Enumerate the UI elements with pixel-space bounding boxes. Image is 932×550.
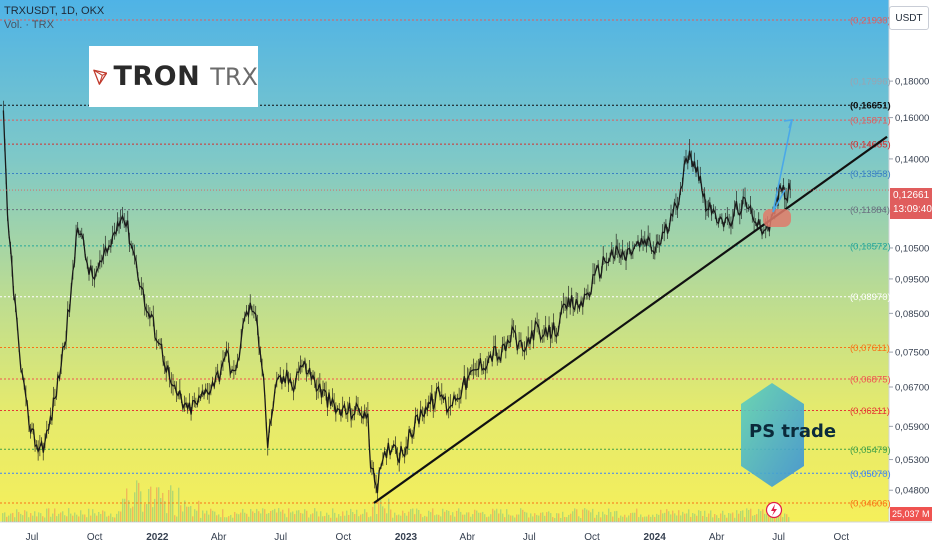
level-label-7: (0,10572): [850, 241, 891, 252]
x-tick-label-2: 2022: [146, 532, 169, 543]
y-tick-label-3: 0,10500: [895, 243, 929, 254]
level-label-3: (0,15871): [850, 116, 891, 127]
ps-trade-watermark: PS trade: [749, 421, 837, 442]
x-tick-label-3: Abr: [211, 532, 227, 543]
x-tick-label-12: Jul: [772, 532, 785, 543]
y-tick-label-7: 0,06700: [895, 383, 929, 394]
chart-legend: TRXUSDT, 1D, OKX Vol. · TRX: [4, 4, 104, 32]
x-tick-label-13: Oct: [834, 532, 850, 543]
y-tick-label-2: 0,14000: [895, 154, 929, 165]
level-label-5: (0,13358): [850, 169, 891, 180]
level-label-13: (0,05070): [850, 469, 891, 480]
y-tick-label-1: 0,16000: [895, 113, 929, 124]
last-price-tag: 0,12661 13:09:40: [890, 188, 932, 219]
support-zone-marker[interactable]: [763, 209, 791, 227]
price-axis-panel: [889, 0, 932, 550]
y-tick-label-8: 0,05900: [895, 422, 929, 433]
y-tick-label-10: 0,04800: [895, 486, 929, 497]
y-tick-label-4: 0,09500: [895, 274, 929, 285]
level-label-2: (0,16651): [850, 101, 891, 112]
price-series-line[interactable]: [2, 110, 791, 494]
x-tick-label-9: Oct: [584, 532, 600, 543]
level-label-4: (0,14685): [850, 140, 891, 151]
y-tick-label-5: 0,08500: [895, 309, 929, 320]
currency-unit-button[interactable]: USDT: [889, 6, 929, 30]
tron-logo: TRON TRX: [89, 46, 258, 107]
x-tick-label-4: Jul: [274, 532, 287, 543]
x-tick-label-7: Abr: [460, 532, 476, 543]
x-tick-label-6: 2023: [395, 532, 418, 543]
y-tick-label-0: 0,18000: [895, 77, 929, 88]
volume-label: Vol. · TRX: [4, 19, 54, 31]
y-tick-label-9: 0,05300: [895, 455, 929, 466]
x-tick-label-11: Abr: [709, 532, 725, 543]
y-tick-label-6: 0,07500: [895, 348, 929, 359]
level-label-9: (0,07611): [850, 343, 890, 354]
lightning-icon: [771, 504, 777, 516]
level-label-11: (0,06211): [850, 406, 890, 417]
x-tick-label-0: Jul: [26, 532, 39, 543]
ps-trade-logo-icon: [741, 383, 804, 487]
ascending-trendline[interactable]: [373, 135, 888, 504]
x-tick-label-5: Oct: [336, 532, 352, 543]
level-label-8: (0,08970): [850, 292, 891, 303]
logo-ticker: TRX: [210, 62, 258, 91]
volume-readout: 25,037 M: [890, 507, 932, 521]
level-label-6: (0,11884): [850, 205, 890, 216]
symbol-line: TRXUSDT, 1D, OKX: [4, 5, 105, 17]
projection-arrow-head-icon: [783, 118, 794, 129]
projection-arrow[interactable]: [772, 119, 793, 213]
level-label-0: (0,21930): [850, 16, 891, 27]
level-label-12: (0,05479): [850, 445, 891, 456]
logo-name: TRON: [113, 61, 201, 92]
level-label-1: (0,17996): [850, 77, 891, 88]
x-tick-label-8: Jul: [523, 532, 536, 543]
level-label-14: (0,04606): [850, 499, 891, 510]
level-label-10: (0,06875): [850, 375, 891, 386]
x-tick-label-10: 2024: [644, 532, 667, 543]
bar-countdown: 13:09:40: [893, 204, 932, 215]
x-tick-label-1: Oct: [87, 532, 103, 543]
last-price-value: 0,12661: [893, 190, 930, 201]
time-axis-panel: [0, 522, 932, 550]
tron-logo-icon: [93, 69, 108, 85]
